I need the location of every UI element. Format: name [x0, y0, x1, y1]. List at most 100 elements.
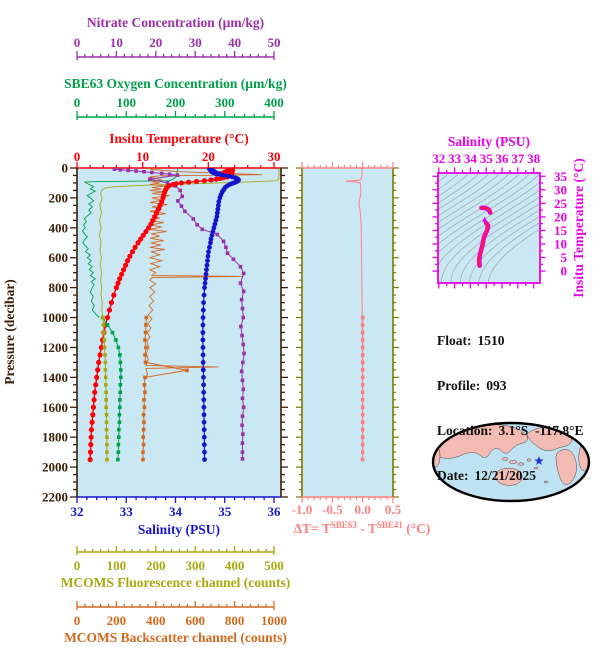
oxygen-binned-marker	[116, 457, 120, 462]
temperature-marker	[97, 352, 103, 358]
temperature-marker	[208, 177, 214, 183]
salinity-marker	[200, 367, 206, 373]
oxygen-binned-marker	[118, 390, 123, 395]
main-series-layer	[81, 168, 280, 463]
backscatter-binned-marker	[143, 360, 148, 365]
temperature-marker	[170, 181, 176, 188]
fluorescence-binned-marker	[105, 457, 109, 462]
salinity-marker	[204, 267, 209, 273]
temperature-marker	[213, 176, 219, 182]
temperature-marker	[145, 225, 152, 231]
backscatter-tick-label: 400	[146, 613, 166, 628]
backscatter-tick-label: 1000	[261, 613, 287, 628]
nitrate-tick-label: 40	[228, 35, 241, 50]
backscatter-binned-marker	[144, 315, 149, 320]
backscatter-tick-label: 600	[185, 613, 205, 628]
fluorescence-axis-title: MCOMS Fluorescence channel (counts)	[61, 575, 291, 590]
date-label: Date:	[437, 468, 469, 483]
ts-salinity-tick-label: 35	[480, 151, 494, 166]
salinity-marker	[201, 404, 207, 410]
isopycnal-contour	[438, 174, 499, 217]
salinity-marker	[205, 258, 210, 264]
temperature-marker	[108, 299, 115, 306]
ts-temperature-tick-label: 30	[554, 182, 567, 197]
backscatter-binned-marker	[143, 338, 147, 342]
backscatter-axis-title: MCOMS Backscatter channel (counts)	[64, 630, 287, 645]
fluorescence-binned-marker	[103, 360, 108, 365]
main-panel-background	[77, 168, 281, 497]
backscatter-binned-marker	[143, 353, 147, 357]
delta-tick-label: -1.0	[292, 502, 313, 517]
oxygen-binned-marker	[116, 450, 121, 454]
delta-axis-title: ΔT= TSBE63 - TSBE41 (°C)	[294, 520, 431, 536]
location-value: 3.1°S -117.8°E	[498, 423, 584, 438]
salinity-marker	[222, 173, 228, 178]
isopycnal-contour	[438, 189, 540, 266]
fluorescence-binned-marker	[105, 450, 109, 454]
fluorescence-binned-marker	[101, 315, 105, 320]
salinity-marker	[200, 315, 206, 320]
backscatter-axis: 0 200 400 600 800 1000 MCOMS Backscatter chann…	[64, 601, 287, 645]
oxygen-binned-marker	[118, 383, 123, 387]
delta-binned-marker	[360, 427, 365, 432]
pressure-tick-label: 400	[49, 220, 69, 235]
temperature-tick-label: 30	[268, 149, 281, 164]
salinity-marker	[211, 225, 217, 231]
salinity-marker	[205, 253, 211, 259]
backscatter-binned-marker	[144, 323, 148, 327]
salinity-marker	[203, 276, 208, 282]
temperature-axis-title: Insitu Temperature (°C)	[109, 131, 248, 146]
nitrate-marker	[238, 264, 243, 269]
nitrate-marker	[231, 257, 236, 262]
float-id-line: Float: 1510	[437, 333, 590, 348]
nitrate-marker	[183, 209, 187, 214]
fluorescence-binned-marker	[105, 435, 109, 439]
oxygen-binned-marker	[117, 435, 121, 439]
pressure-tick-label: 1800	[42, 430, 68, 445]
map-island	[517, 462, 525, 466]
isopycnal-contour	[438, 174, 479, 204]
temperature-marker	[89, 419, 95, 425]
nitrate-marker	[176, 199, 180, 203]
salinity-marker	[200, 307, 206, 313]
temperature-marker	[98, 344, 104, 351]
nitrate-marker	[240, 457, 245, 461]
salinity-marker	[214, 210, 220, 216]
salinity-marker	[208, 236, 214, 242]
temperature-marker	[124, 258, 131, 264]
nitrate-marker	[240, 423, 244, 428]
location-label: Location:	[437, 423, 493, 438]
oxygen-axis: 0 100 200 300 400 SBE63 Oxygen Concentration …	[64, 76, 287, 120]
backscatter-binned-marker	[144, 345, 148, 350]
fluorescence-tick-label: 400	[225, 558, 245, 573]
nitrate-marker	[241, 315, 246, 320]
fluorescence-binned-marker	[104, 412, 109, 417]
nitrate-marker	[240, 333, 244, 338]
isopycnal-contour	[416, 175, 438, 191]
oxygen-binned-marker	[119, 375, 123, 380]
ts-temperature-tick-label: 35	[554, 169, 568, 184]
temperature-marker	[121, 267, 127, 273]
nitrate-marker	[165, 181, 170, 185]
temperature-marker	[138, 236, 144, 242]
delta-binned-marker	[360, 390, 365, 395]
temperature-marker	[88, 434, 94, 440]
pressure-axis: 0 200 400 600 800 1000 1200 1400 1600 1800 2000 220…	[2, 161, 288, 505]
oxygen-raw-line	[81, 168, 179, 318]
nitrate-marker	[241, 342, 246, 347]
temperature-marker	[132, 244, 138, 250]
ts-temperature-tick-label: 5	[561, 250, 568, 265]
salinity-tick-label: 32	[71, 504, 84, 519]
delta-binned-marker	[360, 323, 365, 327]
map-island	[501, 457, 509, 461]
temperature-marker	[87, 449, 94, 455]
nitrate-marker	[167, 172, 172, 177]
ts-gap-marker	[482, 216, 488, 222]
salinity-marker	[200, 345, 206, 350]
salinity-marker	[201, 419, 207, 425]
oxygen-binned-marker	[116, 345, 121, 350]
nitrate-marker	[112, 168, 117, 171]
map-island	[533, 466, 539, 470]
salinity-marker	[206, 249, 211, 255]
temperature-marker	[87, 457, 93, 463]
